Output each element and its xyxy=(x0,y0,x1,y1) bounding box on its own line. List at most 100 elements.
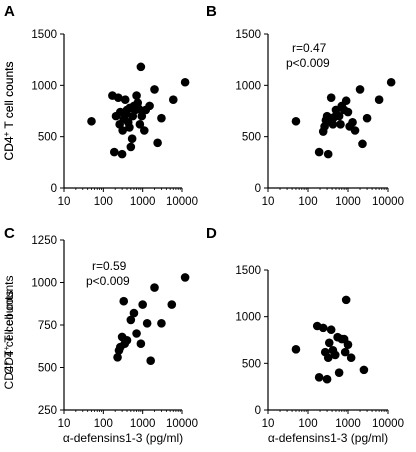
data-point xyxy=(142,319,152,328)
data-point xyxy=(328,120,338,129)
x-tick-label: 10000 xyxy=(166,418,198,430)
y-tick-label: 500 xyxy=(38,132,57,144)
data-point xyxy=(341,96,351,106)
panel-c: C 10 100 1000 10000 250 500 750 1000 1250 CD4+ T c… xyxy=(2,225,198,445)
data-point xyxy=(136,62,146,72)
x-axis-label: α-defensins1-3 (pg/ml) xyxy=(63,431,183,445)
stat-annotation: p<0.009 xyxy=(286,56,330,70)
data-point xyxy=(318,323,328,333)
data-point xyxy=(122,336,132,345)
y-tick-label: 1000 xyxy=(31,80,57,92)
panel-letter: A xyxy=(4,3,15,20)
data-point xyxy=(120,95,130,105)
data-point xyxy=(109,147,119,157)
x-tick-label: 1000 xyxy=(335,418,361,430)
x-tick-label: 1000 xyxy=(130,196,156,208)
y-tick-label: 1500 xyxy=(31,29,57,41)
data-point xyxy=(386,77,396,87)
data-point xyxy=(355,85,365,94)
data-point xyxy=(350,126,360,135)
data-point xyxy=(145,101,154,111)
data-point xyxy=(127,134,137,144)
data-point xyxy=(343,107,353,117)
data-point xyxy=(150,283,159,292)
data-point xyxy=(334,111,344,121)
data-point xyxy=(359,365,369,375)
data-point xyxy=(136,339,146,349)
data-point xyxy=(291,116,301,126)
panel-letter: C xyxy=(4,225,15,242)
data-point xyxy=(168,95,178,105)
data-point xyxy=(340,347,350,357)
data-point xyxy=(139,126,149,135)
data-point xyxy=(180,273,190,282)
x-tick-label: 10000 xyxy=(372,418,404,430)
x-tick-label: 10000 xyxy=(166,196,198,208)
data-point xyxy=(326,325,336,335)
x-tick-label: 1000 xyxy=(130,418,156,430)
data-point xyxy=(291,345,301,354)
data-point xyxy=(326,93,336,102)
data-point xyxy=(343,340,353,349)
data-point xyxy=(180,77,190,87)
data-point xyxy=(334,368,344,377)
data-point xyxy=(167,300,177,309)
y-tick-label: 750 xyxy=(38,320,57,332)
data-point xyxy=(323,353,333,363)
y-tick-label: 250 xyxy=(38,405,57,417)
x-tick-label: 100 xyxy=(298,196,317,208)
data-point xyxy=(150,85,159,94)
data-point xyxy=(134,104,144,114)
data-point xyxy=(358,139,367,149)
data-point xyxy=(129,308,139,318)
y-tick-label: 0 xyxy=(255,405,261,417)
panel-letter: B xyxy=(206,3,217,20)
y-axis-label: CD4+ T cell counts xyxy=(2,276,16,375)
x-tick-label: 10 xyxy=(58,196,71,208)
data-point xyxy=(138,300,147,309)
x-axis-label: α-defensins1-3 (pg/ml) xyxy=(268,431,388,445)
x-tick-label: 10 xyxy=(262,418,275,430)
data-point xyxy=(126,142,136,152)
y-tick-label: 1000 xyxy=(31,278,57,290)
data-point xyxy=(314,373,324,382)
data-point xyxy=(341,295,351,305)
panel-a: A 10 100 1000 10000 0 500 1000 1500 CD4+ T cell c… xyxy=(2,3,198,208)
data-point xyxy=(135,120,145,129)
data-point xyxy=(132,329,141,338)
y-tick-label: 500 xyxy=(242,358,261,370)
stat-annotation: r=0.59 xyxy=(92,259,127,273)
data-point xyxy=(87,116,96,126)
data-point xyxy=(336,120,345,129)
x-tick-label: 10 xyxy=(262,196,275,208)
data-point xyxy=(362,113,372,123)
y-tick-label: 1250 xyxy=(31,235,57,247)
data-point xyxy=(113,353,122,362)
data-point xyxy=(157,113,166,123)
data-point xyxy=(323,149,333,159)
panel-d: D 10 100 1000 10000 0 500 1000 1500 CD4+ T cell c… xyxy=(2,225,404,445)
data-point xyxy=(117,149,127,159)
y-tick-label: 500 xyxy=(38,363,57,375)
y-tick-label: 1000 xyxy=(235,80,261,92)
data-point xyxy=(348,117,357,127)
data-point xyxy=(146,356,155,366)
data-point xyxy=(374,95,384,105)
y-tick-label: 1500 xyxy=(235,29,261,41)
y-tick-label: 500 xyxy=(242,132,261,144)
x-tick-label: 100 xyxy=(298,418,317,430)
y-axis-label: CD4+ T cell counts xyxy=(2,291,16,390)
stat-annotation: r=0.47 xyxy=(292,41,327,55)
data-point xyxy=(330,350,340,360)
data-point xyxy=(137,111,147,121)
data-point xyxy=(314,147,324,157)
data-point xyxy=(157,319,166,328)
data-point xyxy=(132,91,141,100)
data-point xyxy=(346,353,356,363)
panel-letter: D xyxy=(206,225,217,242)
y-tick-label: 1000 xyxy=(235,312,261,324)
data-point xyxy=(113,93,123,102)
y-tick-label: 0 xyxy=(255,183,261,195)
